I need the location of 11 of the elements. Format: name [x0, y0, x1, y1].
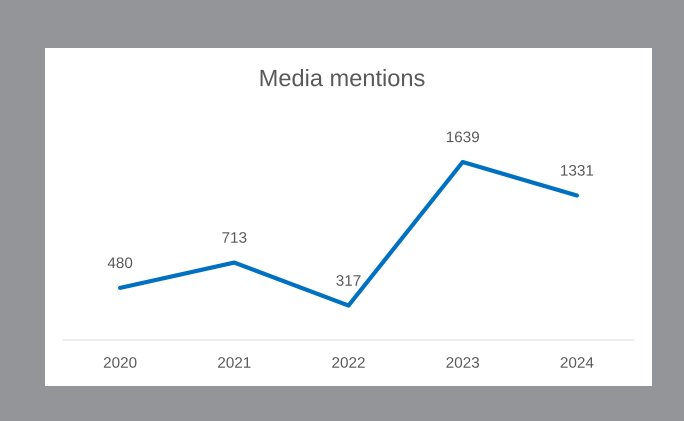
x-tick-label: 2020 [104, 357, 136, 368]
data-label: 317 [336, 275, 360, 286]
data-label: 480 [108, 257, 132, 268]
data-label: 713 [222, 232, 246, 243]
x-tick-label: 2024 [560, 357, 594, 368]
data-label: 1639 [446, 132, 479, 142]
x-tick-label: 2023 [446, 357, 480, 368]
x-tick-label: 2021 [218, 357, 251, 368]
x-tick-label: 2022 [332, 357, 365, 368]
data-label: 1331 [561, 164, 594, 176]
chart-title: Media mentions [260, 68, 424, 86]
